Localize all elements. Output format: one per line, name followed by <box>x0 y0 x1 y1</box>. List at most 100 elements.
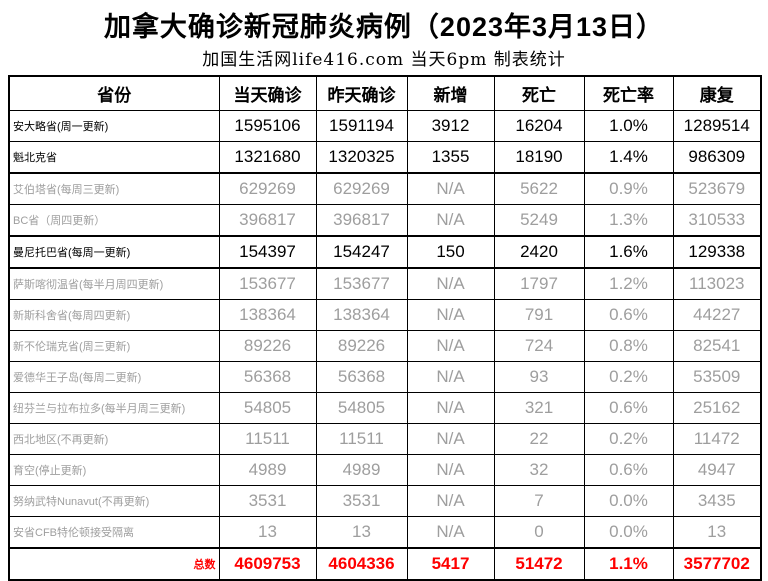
cell-death_rate: 0.0% <box>583 516 674 549</box>
cell-today: 1595106 <box>218 110 317 142</box>
cell-recovered: 3435 <box>672 485 762 517</box>
cell-new: N/A <box>406 172 495 205</box>
table-row: 安大略省(周一更新) 1595106 1591194 3912 16204 1.0% 128… <box>8 110 762 142</box>
cell-deaths: 93 <box>493 361 585 393</box>
totals-yesterday: 4604336 <box>315 547 408 581</box>
cell-deaths: 5249 <box>493 204 585 237</box>
cell-deaths: 2420 <box>493 235 585 269</box>
cell-deaths: 32 <box>493 454 585 486</box>
totals-death_rate: 1.1% <box>583 547 674 581</box>
cell-recovered: 53509 <box>672 361 762 393</box>
cell-deaths: 1797 <box>493 267 585 300</box>
cell-yesterday: 11511 <box>315 423 408 455</box>
table-row: 新斯科舍省(每周四更新) 138364 138364 N/A 791 0.6% 44227 <box>8 299 762 331</box>
cell-yesterday: 4989 <box>315 454 408 486</box>
cell-death_rate: 0.2% <box>583 361 674 393</box>
cell-new: N/A <box>406 392 495 424</box>
cell-province: 西北地区(不再更新) <box>8 423 220 455</box>
totals-deaths: 51472 <box>493 547 585 581</box>
totals-recovered: 3577702 <box>672 547 762 581</box>
cell-death_rate: 1.0% <box>583 110 674 142</box>
cell-today: 11511 <box>218 423 317 455</box>
cell-today: 4989 <box>218 454 317 486</box>
table-body: 安大略省(周一更新) 1595106 1591194 3912 16204 1.0% 128… <box>8 110 762 581</box>
cell-recovered: 44227 <box>672 299 762 331</box>
page-title: 加拿大确诊新冠肺炎病例（2023年3月13日） <box>103 12 665 42</box>
column-header-deaths: 死亡 <box>493 75 585 111</box>
cell-yesterday: 1320325 <box>315 141 408 174</box>
cell-today: 154397 <box>218 235 317 269</box>
table-row: 爱德华王子岛(每周二更新) 56368 56368 N/A 93 0.2% 53509 <box>8 361 762 393</box>
cell-yesterday: 89226 <box>315 330 408 362</box>
totals-new: 5417 <box>406 547 495 581</box>
cell-deaths: 791 <box>493 299 585 331</box>
cell-yesterday: 13 <box>315 516 408 549</box>
cell-new: N/A <box>406 267 495 300</box>
table-row: 曼尼托巴省(每周一更新) 154397 154247 150 2420 1.6% 12933… <box>8 235 762 269</box>
cell-death_rate: 1.4% <box>583 141 674 174</box>
cell-death_rate: 0.9% <box>583 172 674 205</box>
covid-stats-table: 省份 当天确诊 昨天确诊 新增 死亡 死亡率 康复 安大略省(周一更新) 1595106 159… <box>8 75 762 581</box>
cell-yesterday: 138364 <box>315 299 408 331</box>
cell-deaths: 16204 <box>493 110 585 142</box>
cell-province: 育空(停止更新) <box>8 454 220 486</box>
cell-death_rate: 0.6% <box>583 392 674 424</box>
column-header-recovered: 康复 <box>672 75 762 111</box>
cell-yesterday: 56368 <box>315 361 408 393</box>
table-row: 萨斯喀彻温省(每半月周四更新) 153677 153677 N/A 1797 1.2% 11… <box>8 267 762 300</box>
cell-deaths: 321 <box>493 392 585 424</box>
cell-new: 150 <box>406 235 495 269</box>
cell-recovered: 11472 <box>672 423 762 455</box>
cell-today: 13 <box>218 516 317 549</box>
cell-province: 艾伯塔省(每周三更新) <box>8 172 220 205</box>
cell-death_rate: 0.0% <box>583 485 674 517</box>
cell-new: N/A <box>406 299 495 331</box>
cell-new: 3912 <box>406 110 495 142</box>
page: 加拿大确诊新冠肺炎病例（2023年3月13日） 加国生活网life416.com… <box>0 5 768 581</box>
table-row: 努纳武特Nunavut(不再更新) 3531 3531 N/A 7 0.0% 3435 <box>8 485 762 517</box>
cell-deaths: 0 <box>493 516 585 549</box>
totals-row: 总数 4609753 4604336 5417 51472 1.1% 3577702 <box>8 547 762 581</box>
cell-today: 1321680 <box>218 141 317 174</box>
cell-today: 89226 <box>218 330 317 362</box>
cell-yesterday: 396817 <box>315 204 408 237</box>
cell-recovered: 82541 <box>672 330 762 362</box>
cell-today: 3531 <box>218 485 317 517</box>
cell-province: 萨斯喀彻温省(每半月周四更新) <box>8 267 220 300</box>
cell-today: 56368 <box>218 361 317 393</box>
table-header: 省份 当天确诊 昨天确诊 新增 死亡 死亡率 康复 <box>8 75 762 111</box>
cell-yesterday: 54805 <box>315 392 408 424</box>
page-subtitle: 加国生活网life416.com 当天6pm 制表统计 <box>202 50 566 70</box>
cell-recovered: 4947 <box>672 454 762 486</box>
cell-death_rate: 0.6% <box>583 454 674 486</box>
cell-province: 安省CFB特伦顿接受隔离 <box>8 516 220 549</box>
cell-new: N/A <box>406 454 495 486</box>
cell-new: N/A <box>406 423 495 455</box>
column-header-yesterday: 昨天确诊 <box>315 75 408 111</box>
column-header-province: 省份 <box>8 75 220 111</box>
table-row: 纽芬兰与拉布拉多(每半月周三更新) 54805 54805 N/A 321 0.6% 251… <box>8 392 762 424</box>
table-row: 魁北克省 1321680 1320325 1355 18190 1.4% 986309 <box>8 141 762 174</box>
cell-recovered: 13 <box>672 516 762 549</box>
cell-province: 努纳武特Nunavut(不再更新) <box>8 485 220 517</box>
cell-death_rate: 0.8% <box>583 330 674 362</box>
cell-province: 曼尼托巴省(每周一更新) <box>8 235 220 269</box>
table-row: 安省CFB特伦顿接受隔离 13 13 N/A 0 0.0% 13 <box>8 516 762 549</box>
cell-deaths: 724 <box>493 330 585 362</box>
cell-recovered: 113023 <box>672 267 762 300</box>
cell-yesterday: 154247 <box>315 235 408 269</box>
cell-province: 魁北克省 <box>8 141 220 174</box>
cell-recovered: 986309 <box>672 141 762 174</box>
totals-today: 4609753 <box>218 547 317 581</box>
cell-province: 新斯科舍省(每周四更新) <box>8 299 220 331</box>
cell-today: 396817 <box>218 204 317 237</box>
column-header-new: 新增 <box>406 75 495 111</box>
cell-province: 纽芬兰与拉布拉多(每半月周三更新) <box>8 392 220 424</box>
cell-recovered: 523679 <box>672 172 762 205</box>
cell-deaths: 7 <box>493 485 585 517</box>
cell-new: N/A <box>406 204 495 237</box>
table-row: 艾伯塔省(每周三更新) 629269 629269 N/A 5622 0.9% 523679 <box>8 172 762 205</box>
cell-recovered: 310533 <box>672 204 762 237</box>
cell-today: 54805 <box>218 392 317 424</box>
cell-deaths: 22 <box>493 423 585 455</box>
